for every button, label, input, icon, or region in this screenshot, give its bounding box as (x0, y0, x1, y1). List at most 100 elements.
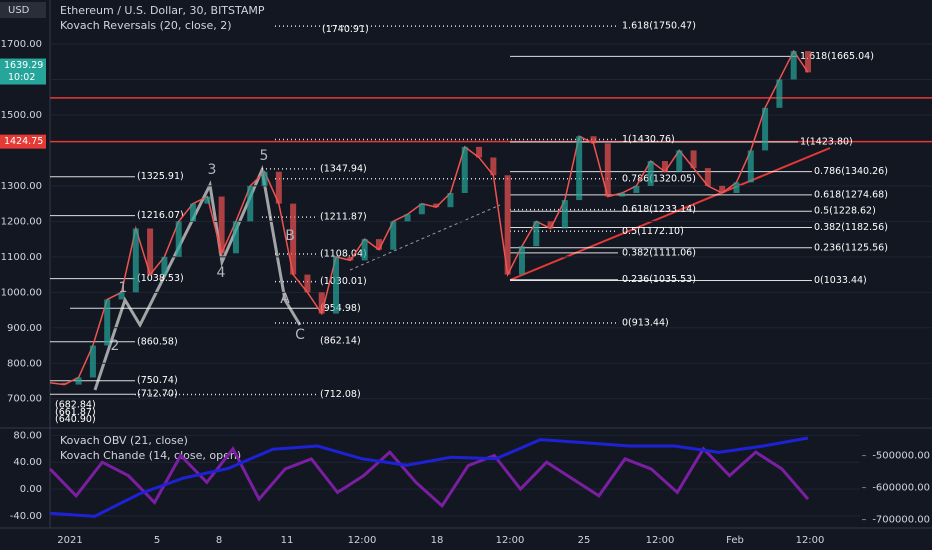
price-badge-label: 1639.29 (4, 60, 43, 71)
fib-label: 0.5(1172.10) (622, 226, 684, 237)
wave-label: 5 (260, 148, 269, 164)
candle (175, 221, 182, 257)
candle (576, 136, 583, 201)
currency[interactable]: USD (8, 5, 30, 16)
symbol-title: Ethereum / U.S. Dollar, 30, BITSTAMP (60, 4, 265, 17)
candle (490, 157, 497, 176)
candle (776, 79, 783, 108)
candle (104, 299, 111, 346)
y2-tick-label: -500000.00 (872, 451, 930, 462)
chande (48, 446, 810, 509)
fib-label: 0.382(1111.06) (622, 247, 696, 258)
wave-label: 1 (119, 280, 128, 296)
y-tick-label: -40.00 (10, 511, 42, 522)
candle (390, 221, 397, 250)
price-badge-label: 1424.75 (4, 136, 43, 147)
candle (132, 228, 139, 293)
fib-label: 0.382(1182.56) (814, 222, 888, 233)
candle (633, 185, 640, 193)
wave-label: C (295, 327, 305, 343)
wave-drawing (93, 164, 302, 391)
candle (790, 51, 797, 80)
candle (75, 377, 82, 385)
trend-line (509, 147, 831, 281)
fib-label: 1.618(1750.47) (622, 21, 696, 32)
fib-label: (1325.91) (137, 171, 184, 182)
fib-label: (1038.53) (137, 273, 184, 284)
x-tick-label: 12:00 (796, 535, 825, 546)
fib-label: 0.5(1228.62) (814, 206, 876, 217)
candle (762, 107, 769, 151)
fib-label: 1(1423.80) (800, 136, 853, 147)
x-tick-label: 5 (154, 535, 160, 546)
candle (204, 196, 211, 204)
y-tick-label: 1200.00 (1, 216, 42, 227)
candle (433, 203, 440, 208)
obv-title: Kovach OBV (21, close) (60, 434, 188, 447)
x-tick-label: 18 (431, 535, 444, 546)
fib-label: 0.786(1340.26) (814, 166, 888, 177)
candle (190, 203, 197, 222)
candle (733, 182, 740, 193)
candle (604, 143, 611, 197)
candle (533, 221, 540, 247)
fib-label: 1.618(1665.04) (800, 51, 874, 62)
fib-label: (712.08) (320, 389, 361, 400)
candle (719, 185, 726, 193)
fib-label: (1030.01) (320, 276, 367, 287)
y2-tick-label: -700000.00 (872, 515, 930, 526)
candle (647, 161, 654, 186)
candle (747, 150, 754, 183)
y-tick-label: 0.00 (20, 484, 42, 495)
candle (147, 228, 154, 275)
fib-label: (682.84) (55, 399, 96, 410)
y-tick-label: 1700.00 (1, 39, 42, 50)
y-tick-label: 40.00 (13, 457, 42, 468)
wave-label: A (280, 291, 290, 307)
x-tick-label: Feb (726, 535, 744, 546)
x-tick-label: 12:00 (496, 535, 525, 546)
y-tick-label: 800.00 (7, 358, 42, 369)
candle (232, 221, 239, 254)
x-tick-label: 8 (216, 535, 222, 546)
fib-label: 0.786(1320.05) (622, 173, 696, 184)
candle (361, 239, 368, 261)
price-badge (0, 134, 46, 149)
candle (661, 161, 668, 172)
fib-label: (1347.94) (320, 163, 367, 174)
y-tick-label: 900.00 (7, 323, 42, 334)
badge-time: 10:02 (8, 72, 35, 83)
candle (347, 256, 354, 261)
fib-label: 0(1033.44) (814, 275, 867, 286)
fib-label: 0.618(1274.68) (814, 189, 888, 200)
fib-label: 0.236(1125.56) (814, 242, 888, 253)
candle (247, 185, 254, 222)
fib-label: 1(1430.76) (622, 134, 675, 145)
wave-label: 2 (111, 338, 120, 354)
y-tick-label: 1000.00 (1, 287, 42, 298)
candle (218, 196, 225, 254)
candle (304, 274, 311, 293)
x-tick-label: 25 (578, 535, 591, 546)
x-tick-label: 11 (281, 535, 294, 546)
candle (89, 345, 96, 378)
candle (275, 171, 282, 204)
fib-label: (862.14) (320, 336, 361, 347)
currency-box[interactable] (0, 2, 46, 18)
candle (61, 382, 68, 385)
fib-label: 0(913.44) (622, 318, 669, 329)
candle (676, 150, 683, 172)
y-tick-label: 700.00 (7, 394, 42, 405)
wave-label: B (285, 228, 295, 244)
fib-label: (661.87) (55, 407, 96, 418)
candle (404, 214, 411, 222)
candle (261, 171, 268, 186)
candle (805, 51, 811, 73)
fib-label: (712.70) (137, 389, 178, 400)
candle (333, 256, 340, 314)
candle (504, 175, 511, 275)
candle (547, 221, 554, 229)
candle (290, 203, 297, 275)
wave-label: 3 (208, 162, 217, 178)
